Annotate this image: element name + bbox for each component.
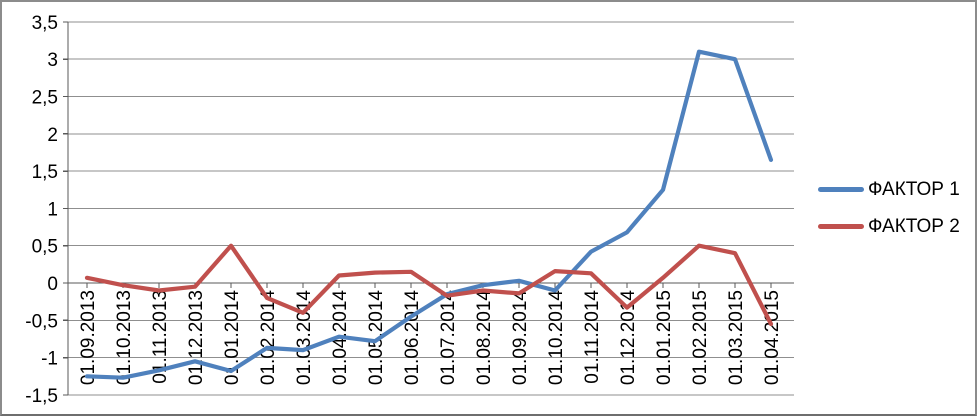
x-axis-label: 01.10.2014 xyxy=(546,290,567,386)
y-axis-label: 0 xyxy=(47,274,58,295)
series-2-line-marker-icon xyxy=(818,224,864,229)
x-axis-label: 01.10.2013 xyxy=(114,290,135,385)
legend-item-faktor-1[interactable]: ФАКТОР 1 xyxy=(818,178,960,201)
x-axis-label: 01.04.2015 xyxy=(762,290,783,385)
x-axis-label: 01.09.2014 xyxy=(510,290,531,386)
x-axis-label: 01.01.2014 xyxy=(222,290,243,386)
legend-item-faktor-2[interactable]: ФАКТОР 2 xyxy=(818,215,960,238)
legend-label-faktor-1: ФАКТОР 1 xyxy=(868,179,960,200)
series-1-line-marker-icon xyxy=(818,187,864,192)
x-axis-label: 01.06.2014 xyxy=(402,290,423,386)
x-axis-label: 01.07.2014 xyxy=(438,290,459,386)
y-axis-label: 3 xyxy=(47,50,58,71)
x-axis-label: 01.08.2014 xyxy=(474,290,495,386)
y-axis-label: 1 xyxy=(47,199,58,220)
x-axis-label: 01.02.2015 xyxy=(690,290,711,385)
series-line-1 xyxy=(84,49,774,380)
x-axis-label: 01.03.2015 xyxy=(726,290,747,385)
y-axis-label: 0,5 xyxy=(32,237,58,258)
y-axis-label: -1,5 xyxy=(25,386,58,407)
x-axis-label: 01.12.2014 xyxy=(618,290,639,386)
x-axis-label: 01.09.2013 xyxy=(78,290,99,385)
legend: ФАКТОР 1 ФАКТОР 2 xyxy=(818,178,960,238)
x-axis-label: 01.01.2015 xyxy=(654,290,675,385)
x-axis-label: 01.05.2014 xyxy=(366,290,387,386)
x-axis-label: 01.11.2014 xyxy=(582,290,603,384)
y-axis-label: 3,5 xyxy=(32,13,58,34)
x-axis-label: 01.02.2014 xyxy=(258,290,279,386)
y-axis-label: 1,5 xyxy=(32,162,58,183)
x-axis-label: 01.11.2013 xyxy=(150,290,171,384)
y-axis-label: 2,5 xyxy=(32,88,58,109)
y-axis-label: 2 xyxy=(47,125,58,146)
series-line-2 xyxy=(84,243,774,327)
y-axis-label: -1 xyxy=(41,349,58,370)
y-axis-label: -0,5 xyxy=(25,311,58,332)
legend-label-faktor-2: ФАКТОР 2 xyxy=(868,216,960,237)
x-axis-label: 01.12.2013 xyxy=(186,290,207,385)
